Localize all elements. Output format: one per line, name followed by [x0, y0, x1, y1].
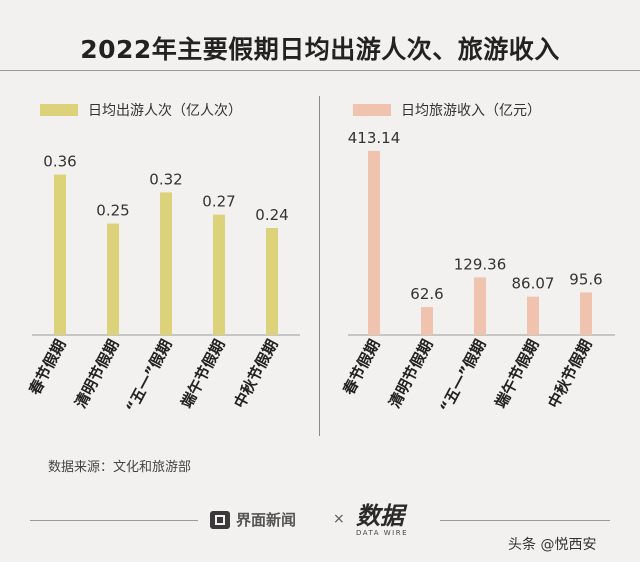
chart-title: 2022年主要假期日均出游人次、旅游收入 — [80, 35, 560, 64]
bar-1 — [54, 174, 66, 335]
panel-divider — [319, 96, 320, 436]
category-label: 春节假期 — [25, 336, 69, 397]
data-label: 413.14 — [348, 129, 401, 147]
bar-3 — [160, 192, 172, 335]
partner-logo-mark: 数据 — [356, 502, 404, 530]
outlet-name: 界面新闻 — [236, 511, 297, 529]
data-label: 0.24 — [255, 206, 288, 224]
outlet-logo-icon — [210, 510, 230, 529]
data-source: 数据来源：文化和旅游部 — [48, 460, 192, 475]
bar-5 — [266, 228, 278, 335]
brand-separator: × — [333, 511, 345, 527]
legend-label: 日均旅游收入（亿元） — [401, 103, 541, 119]
bar-3 — [474, 277, 486, 335]
footer-tag: 头条 @悦西安 — [508, 537, 597, 553]
legend-swatch — [353, 104, 391, 116]
category-label: 中秋节假期 — [544, 336, 595, 411]
data-label: 0.36 — [43, 153, 76, 171]
data-label: 0.27 — [202, 193, 235, 211]
legend-swatch — [40, 104, 78, 116]
data-label: 0.25 — [96, 202, 129, 220]
data-label: 62.6 — [410, 285, 443, 303]
data-label: 129.36 — [454, 255, 507, 273]
footer-rule-right — [440, 520, 610, 521]
data-label: 86.07 — [512, 275, 555, 293]
bar-5 — [580, 292, 592, 335]
bar-4 — [213, 214, 225, 335]
category-label: 中秋节假期 — [230, 336, 281, 411]
category-label: 端午节假期 — [177, 336, 228, 411]
category-label: “五一”假期 — [122, 336, 175, 415]
data-label: 0.32 — [149, 170, 182, 188]
chart-panel-2: 日均旅游收入（亿元）413.14 春节假期 62.6 清明节假期 129.36 “五一”假… — [339, 103, 615, 415]
footer-rule-left — [30, 520, 198, 521]
bar-1 — [368, 150, 380, 335]
title-divider — [0, 70, 640, 71]
data-label: 95.6 — [569, 270, 602, 288]
category-label: 清明节假期 — [71, 336, 122, 411]
bar-4 — [527, 296, 539, 335]
category-label: “五一”假期 — [436, 336, 489, 415]
bar-2 — [421, 307, 433, 335]
charts-canvas: 日均出游人次（亿人次） 0.36 春节假期 0.25 清明节假期 0.32 “五一”假期 0.… — [25, 103, 615, 415]
bar-2 — [107, 223, 119, 335]
legend-label: 日均出游人次（亿人次） — [88, 103, 242, 119]
outlet-brand: 界面新闻 — [210, 509, 296, 530]
category-label: 端午节假期 — [491, 336, 542, 411]
category-label: 清明节假期 — [385, 336, 436, 411]
category-label: 春节假期 — [339, 336, 383, 397]
chart-panel-1: 日均出游人次（亿人次） 0.36 春节假期 0.25 清明节假期 0.32 “五一”假期 0.… — [25, 103, 300, 415]
partner-logo: 数据 DATA WIRE — [356, 496, 408, 537]
partner-logo-subtitle: DATA WIRE — [356, 529, 409, 537]
